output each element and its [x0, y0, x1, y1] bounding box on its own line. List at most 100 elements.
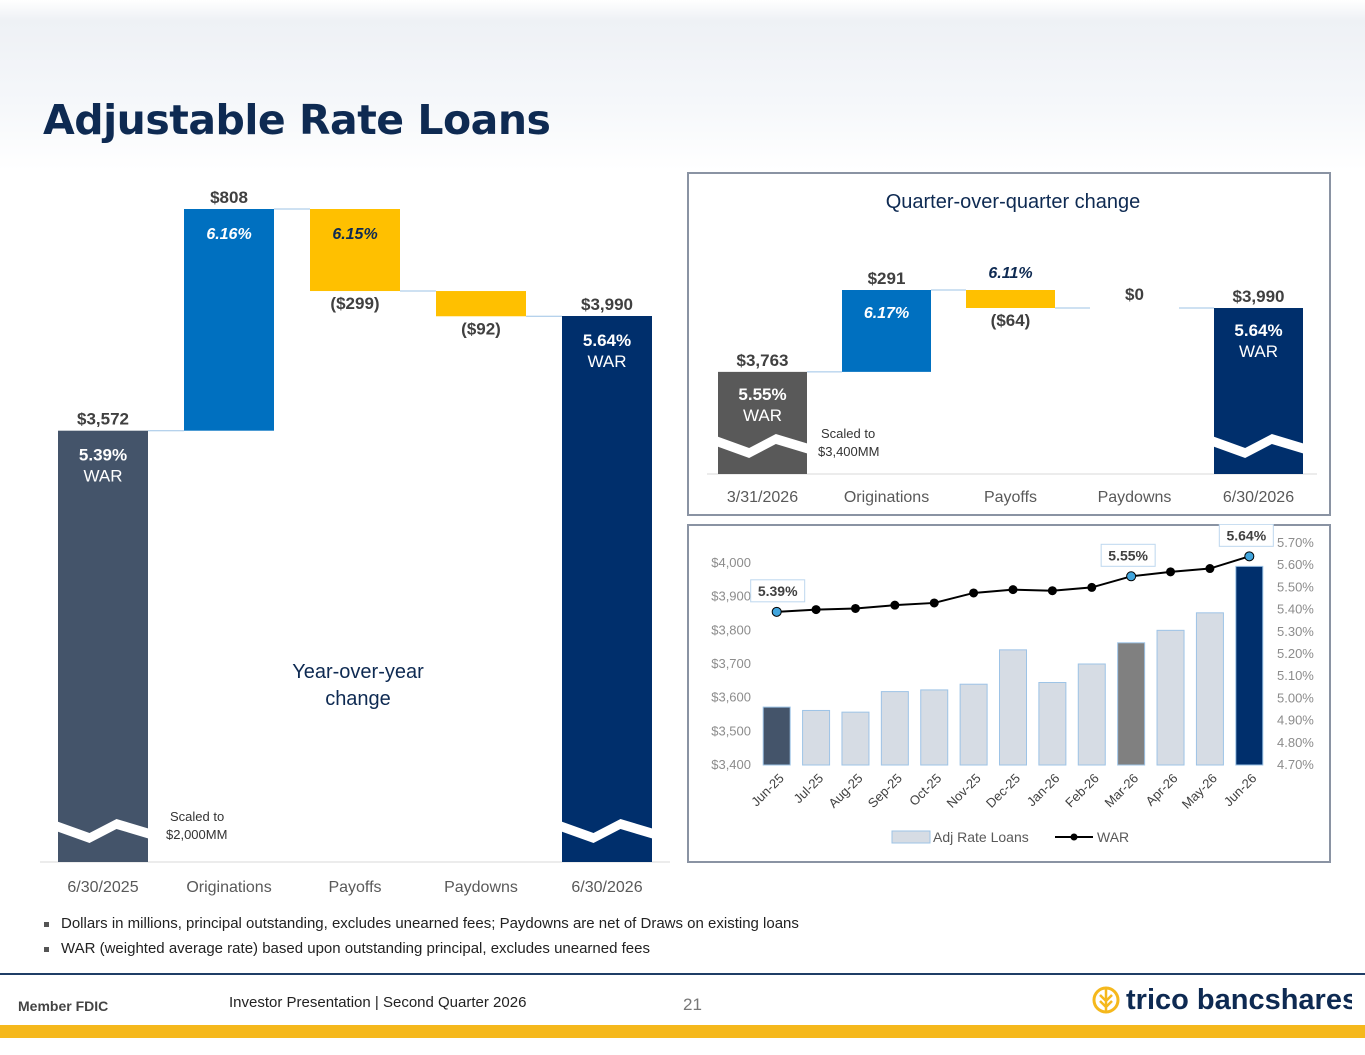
- rate-label: 6.17%: [864, 305, 909, 322]
- footnotes: Dollars in millions, principal outstandi…: [44, 915, 799, 965]
- war-label: WAR: [743, 406, 782, 425]
- right-tick-label: 5.70%: [1277, 535, 1314, 550]
- footer-accent-bar: [0, 1025, 1365, 1038]
- bullet-icon: [44, 921, 49, 927]
- x-tick-label: May-26: [1179, 771, 1220, 812]
- bar-oct-25: [920, 689, 949, 766]
- legend: Adj Rate Loans WAR: [891, 829, 1129, 845]
- legend-label: WAR: [1097, 829, 1129, 845]
- war-point: [1205, 564, 1215, 574]
- bar-dec-25: [999, 649, 1027, 766]
- yoy-scale-note-line1: Scaled to: [170, 809, 224, 824]
- right-tick-label: 5.00%: [1277, 690, 1314, 705]
- bar-mar-26: [1117, 642, 1146, 766]
- right-tick-label: 5.60%: [1277, 557, 1314, 572]
- x-tick-label: Mar-26: [1102, 771, 1142, 811]
- presentation-label: Investor Presentation | Second Quarter 2…: [229, 994, 527, 1011]
- monthly-panel: [687, 524, 1331, 863]
- bar-6-30-2026: [562, 316, 652, 862]
- rate-label: 6.16%: [206, 226, 251, 243]
- yoy-scale-note-line2: $2,000MM: [166, 827, 227, 842]
- right-tick-label: 5.30%: [1277, 624, 1314, 639]
- yoy-caption-line2: change: [325, 688, 391, 710]
- bar-feb-26: [1077, 663, 1106, 766]
- x-tick-label: Nov-25: [943, 771, 983, 811]
- rate-label: 6.15%: [332, 226, 377, 243]
- bar-jun-26: [1235, 565, 1264, 766]
- wheat-icon: [1092, 986, 1120, 1014]
- category-label: Paydowns: [444, 879, 518, 896]
- war-label: WAR: [83, 467, 122, 486]
- legend-point-swatch: [1070, 833, 1078, 841]
- bar-6-30-2025: [58, 430, 148, 862]
- war-point: [811, 605, 821, 615]
- category-label: 6/30/2026: [1223, 489, 1294, 506]
- war-point: [1126, 571, 1137, 582]
- value-label: $3,763: [737, 351, 789, 370]
- x-tick-label: Jun-25: [748, 771, 787, 810]
- category-label: Payoffs: [984, 489, 1037, 506]
- value-label: $0: [1125, 285, 1144, 304]
- war-point: [1166, 567, 1176, 577]
- war-callout-label: 5.39%: [758, 583, 798, 599]
- rate-label: 5.55%: [738, 385, 786, 404]
- scale-break-icon: [1212, 434, 1305, 458]
- bullet-icon: [44, 946, 49, 952]
- x-tick-label: Jun-26: [1221, 771, 1260, 810]
- x-tick-label: Aug-25: [825, 771, 865, 811]
- war-callout-box: [750, 579, 806, 603]
- right-tick-label: 5.20%: [1277, 646, 1314, 661]
- header-background: [0, 0, 1365, 170]
- member-fdic-label: Member FDIC: [18, 998, 109, 1014]
- bar-jun-25: [762, 706, 791, 766]
- page-title: Adjustable Rate Loans: [43, 96, 551, 144]
- monthly-combo-chart: $3,400 $3,500 $3,600 $3,700 $3,800 $3,900 $4,0…: [711, 524, 1314, 845]
- bar-nov-25: [959, 683, 988, 766]
- war-point: [969, 588, 979, 598]
- footnote-item: Dollars in millions, principal outstandi…: [44, 915, 799, 932]
- category-label: 3/31/2026: [727, 489, 798, 506]
- left-tick-label: $3,500: [711, 723, 751, 738]
- war-point: [1244, 551, 1255, 562]
- value-label: ($299): [330, 294, 379, 313]
- left-tick-label: $3,600: [711, 690, 751, 705]
- bar-originations: [184, 209, 274, 431]
- right-tick-label: 5.10%: [1277, 668, 1314, 683]
- category-label: Paydowns: [1098, 489, 1172, 506]
- x-tick-label: Oct-25: [906, 771, 944, 809]
- war-callout-label: 5.55%: [1108, 547, 1148, 563]
- war-label: WAR: [1239, 342, 1278, 361]
- bar-payoffs: [310, 209, 400, 292]
- bar-sep-25: [880, 691, 909, 766]
- category-label: Payoffs: [328, 879, 381, 896]
- category-label: Originations: [186, 879, 271, 896]
- qoq-scale-note-line1: Scaled to: [821, 426, 875, 441]
- war-point: [1087, 582, 1097, 592]
- category-label: Originations: [844, 489, 929, 506]
- x-tick-label: Jul-25: [791, 771, 827, 807]
- scale-break-icon: [56, 819, 150, 843]
- bar-aug-25: [841, 711, 870, 766]
- bar-payoffs: [966, 290, 1055, 309]
- rate-label: 5.64%: [1234, 321, 1282, 340]
- x-tick-label: Dec-25: [983, 771, 1023, 811]
- legend-label: Adj Rate Loans: [933, 829, 1029, 845]
- value-label: ($64): [991, 311, 1031, 330]
- scale-break-icon: [716, 434, 809, 458]
- right-tick-label: 4.90%: [1277, 713, 1314, 728]
- right-tick-label: 4.80%: [1277, 735, 1314, 750]
- war-point: [771, 606, 782, 617]
- x-tick-label: Apr-26: [1142, 771, 1180, 809]
- qoq-scale-note-line2: $3,400MM: [818, 444, 879, 459]
- war-point: [929, 598, 939, 608]
- bar-may-26: [1195, 612, 1224, 766]
- left-tick-label: $3,400: [711, 757, 751, 772]
- war-callout-label: 5.64%: [1226, 527, 1266, 543]
- category-label: 6/30/2026: [571, 879, 642, 896]
- qoq-panel: [687, 172, 1331, 516]
- value-label: $3,572: [77, 410, 129, 429]
- x-tick-label: Jan-26: [1024, 771, 1063, 810]
- value-label: $3,990: [581, 295, 633, 314]
- right-tick-label: 4.70%: [1277, 757, 1314, 772]
